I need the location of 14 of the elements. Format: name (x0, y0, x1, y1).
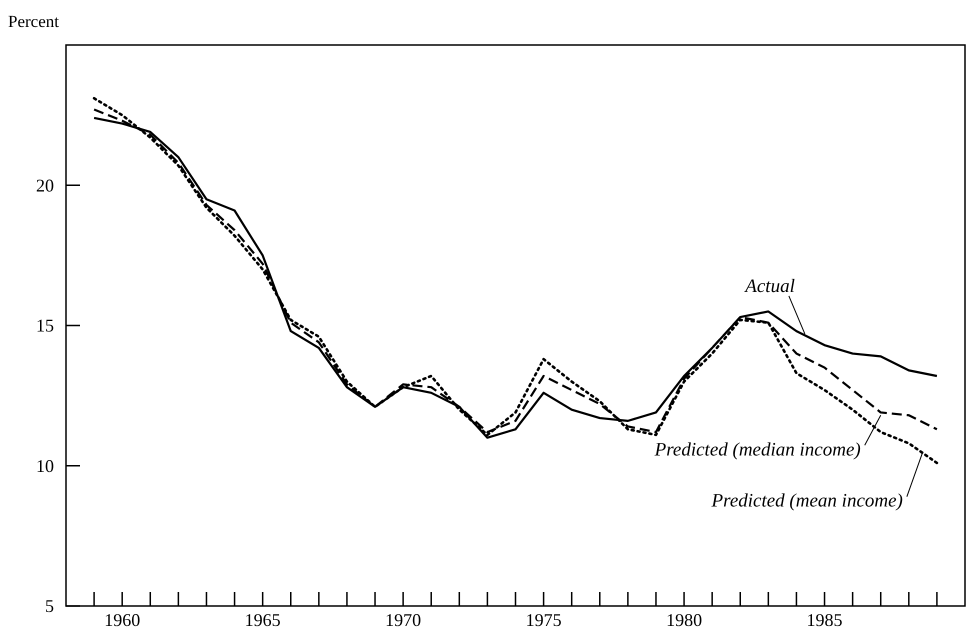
annotation: Actual (743, 276, 795, 297)
y-tick-label: 5 (45, 596, 54, 616)
annotation: Predicted (median income) (654, 439, 861, 460)
x-tick-label: 1970 (385, 610, 422, 630)
annotation: Predicted (mean income) (710, 490, 903, 512)
y-tick-label: 20 (36, 175, 54, 196)
x-tick-label: 1985 (806, 610, 843, 630)
x-tick-label: 1960 (104, 610, 140, 630)
y-tick-label: 15 (36, 316, 54, 336)
y-tick-label: 10 (36, 456, 54, 476)
x-tick-label: 1975 (526, 610, 562, 630)
x-tick-label: 1965 (244, 610, 281, 630)
y-axis-title: Percent (8, 12, 60, 31)
x-tick-label: 1980 (666, 610, 702, 630)
